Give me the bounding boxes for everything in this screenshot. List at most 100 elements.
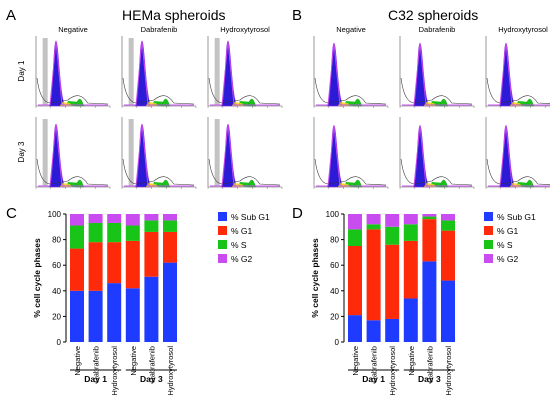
g1-peak	[498, 125, 517, 188]
model-fit-line	[38, 123, 108, 187]
legend-label: % G1	[497, 226, 519, 236]
category-label: Negative	[129, 346, 138, 376]
g2-peak	[161, 179, 170, 188]
g2-peak	[353, 98, 362, 107]
y-tick-label: 100	[326, 210, 340, 219]
y-tick-label: 20	[52, 312, 61, 321]
group-label: Day 1	[84, 374, 107, 384]
bar-segment	[403, 240, 418, 299]
legend-label: % S	[231, 240, 247, 250]
bar-segment	[366, 320, 381, 342]
g1-peak	[326, 125, 345, 188]
bar-segment	[107, 242, 122, 284]
bar-segment	[88, 222, 103, 243]
histogram-outline	[36, 77, 109, 105]
panel-letter-c: C	[6, 205, 17, 222]
y-tick-label: 0	[57, 338, 62, 347]
g2-peak	[353, 179, 362, 188]
bar-segment	[348, 315, 362, 342]
bar-segment	[441, 220, 455, 231]
y-axis-label: % cell cycle phases	[32, 238, 42, 318]
category-label: Dabrafenib	[92, 346, 101, 383]
flow-histograms-b: Negative Dabrafenib Hydroxytyrosol	[313, 25, 550, 189]
model-fit-line	[38, 40, 108, 106]
bar-segment	[163, 262, 177, 342]
row-label: Day 1	[17, 60, 26, 81]
g1-peak	[134, 123, 153, 188]
category-label: Dabrafenib	[425, 346, 434, 383]
bar-segment	[385, 214, 400, 227]
category-label: Dabrafenib	[147, 346, 156, 383]
model-fit-line	[316, 42, 386, 106]
bar-segment	[348, 246, 362, 316]
legend-label: % Sub G1	[497, 212, 536, 222]
histogram-outline	[486, 77, 550, 104]
row-label: Day 3	[17, 141, 26, 162]
histogram-outline	[400, 158, 473, 186]
bar-segment	[144, 220, 159, 232]
g2-peak	[247, 98, 256, 107]
g2-peak	[75, 179, 84, 188]
category-label: Hydroxytyrosol	[166, 346, 175, 396]
gate-region	[214, 38, 220, 106]
bar-segment	[441, 230, 455, 281]
bar-segment	[366, 214, 381, 225]
histogram-outline	[314, 77, 387, 105]
bar-segment	[385, 226, 400, 245]
bar-segment	[107, 222, 122, 243]
model-fit-line	[210, 40, 280, 106]
legend-label: % Sub G1	[231, 212, 270, 222]
legend-swatch	[218, 240, 227, 249]
gate-region	[128, 38, 134, 106]
bar-segment	[403, 224, 418, 241]
g2-peak	[439, 179, 448, 188]
bar-segment	[422, 214, 437, 217]
bar-segment	[441, 280, 455, 342]
model-fit-line	[124, 123, 194, 187]
model-fit-line	[402, 125, 472, 187]
histogram-outline	[208, 77, 281, 105]
bar-segment	[385, 318, 400, 342]
histogram-outline	[400, 77, 473, 105]
g1-peak	[48, 40, 67, 107]
category-label: Negative	[407, 346, 416, 376]
gate-region	[128, 119, 134, 187]
legend-swatch	[218, 212, 227, 221]
y-tick-label: 40	[330, 287, 339, 296]
bar-segment	[348, 214, 362, 230]
g2-peak	[439, 98, 448, 107]
g1-peak	[412, 42, 431, 107]
group-label: Day 1	[362, 374, 385, 384]
g1-peak	[134, 40, 153, 107]
panel-letter-a: A	[6, 7, 16, 24]
legend-label: % G2	[231, 254, 253, 264]
y-tick-label: 40	[52, 287, 61, 296]
bar-segment	[125, 214, 140, 226]
histogram-outline	[208, 158, 281, 186]
category-label: Hydroxytyrosol	[388, 346, 397, 396]
g2-peak	[525, 179, 534, 188]
g1-peak	[48, 123, 67, 188]
histogram-outline	[36, 158, 109, 186]
bar-segment	[366, 224, 381, 230]
g1-peak	[220, 123, 239, 188]
category-label: Negative	[351, 346, 360, 376]
bar-segment	[88, 290, 103, 342]
flow-histograms-a: Negative Dabrafenib Hydroxytyrosol Day 1 Day…	[17, 25, 283, 189]
legend-swatch	[484, 212, 493, 221]
legend-label: % G1	[231, 226, 253, 236]
bar-segment	[70, 290, 84, 342]
y-tick-label: 80	[330, 236, 339, 245]
legend-label: % S	[497, 240, 513, 250]
column-label: Hydroxytyrosol	[220, 25, 270, 34]
histogram-outline	[122, 77, 195, 105]
legend-swatch	[218, 226, 227, 235]
panel-a-title: HEMa spheroids	[122, 7, 226, 23]
bar-segment	[422, 261, 437, 342]
g2-peak	[247, 179, 256, 188]
bar-segment	[163, 214, 177, 221]
y-tick-label: 20	[330, 312, 339, 321]
bar-segment	[125, 225, 140, 241]
legend-label: % G2	[497, 254, 519, 264]
